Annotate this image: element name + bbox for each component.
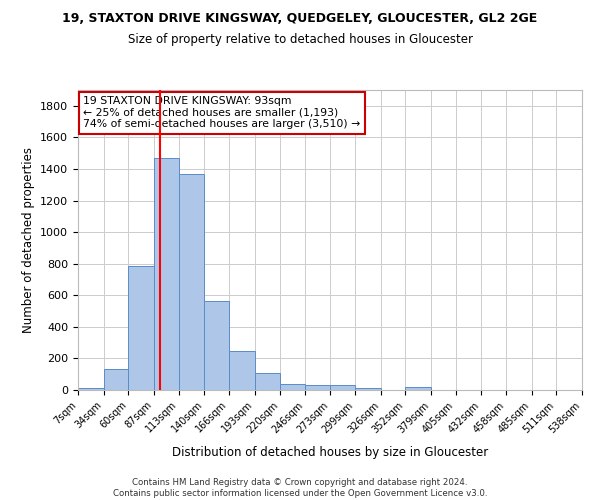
Bar (305, 386, 331, 390)
Y-axis label: Number of detached properties: Number of detached properties (22, 147, 35, 333)
Bar (128, 266, 154, 390)
Bar (104, 370, 128, 390)
Bar (254, 372, 280, 390)
Bar (179, 174, 204, 390)
Bar (331, 386, 355, 390)
Bar (154, 158, 179, 390)
Bar (355, 388, 381, 390)
Text: 19 STAXTON DRIVE KINGSWAY: 93sqm
← 25% of detached houses are smaller (1,193)
74: 19 STAXTON DRIVE KINGSWAY: 93sqm ← 25% o… (83, 96, 360, 129)
Text: Size of property relative to detached houses in Gloucester: Size of property relative to detached ho… (128, 32, 473, 46)
Bar (280, 384, 305, 390)
Bar (78, 388, 104, 390)
Text: 19, STAXTON DRIVE KINGSWAY, QUEDGELEY, GLOUCESTER, GL2 2GE: 19, STAXTON DRIVE KINGSWAY, QUEDGELEY, G… (62, 12, 538, 26)
Bar (229, 350, 254, 390)
Bar (406, 387, 431, 390)
X-axis label: Distribution of detached houses by size in Gloucester: Distribution of detached houses by size … (172, 446, 488, 458)
Bar (204, 301, 229, 390)
Text: Contains HM Land Registry data © Crown copyright and database right 2024.
Contai: Contains HM Land Registry data © Crown c… (113, 478, 487, 498)
